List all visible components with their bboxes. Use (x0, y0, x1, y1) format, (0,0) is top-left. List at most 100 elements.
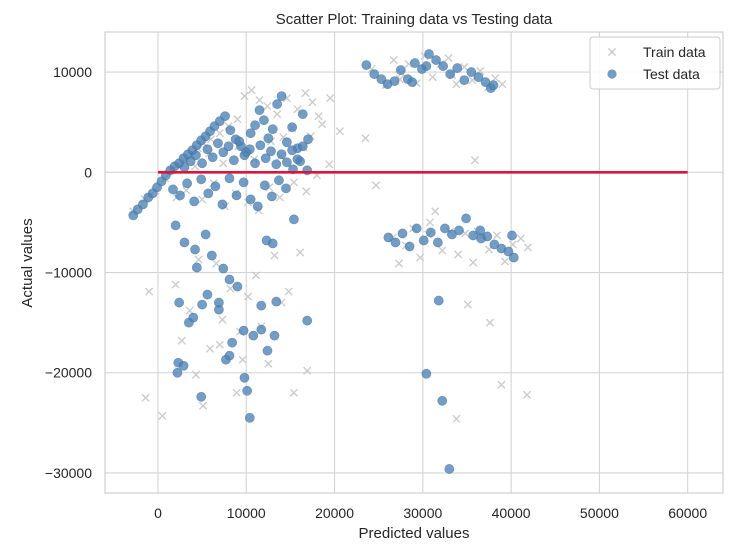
test-point (289, 214, 299, 225)
train-point (508, 240, 517, 249)
test-point (207, 152, 218, 163)
test-point (239, 372, 250, 383)
test-point (409, 58, 420, 68)
train-point (416, 253, 425, 262)
test-point (262, 345, 273, 356)
test-point (213, 138, 223, 149)
train-point (194, 255, 203, 264)
train-point (289, 178, 299, 187)
train-point (500, 257, 510, 266)
train-point (485, 318, 495, 327)
tick-labels: 0 10000 20000 30000 40000 50000 60000 −30000 −20… (45, 64, 707, 521)
train-point (284, 287, 293, 296)
legend-test-marker (607, 69, 617, 79)
train-point (303, 366, 312, 375)
train-point (452, 414, 461, 423)
train-point (470, 156, 480, 165)
test-point (190, 244, 200, 255)
train-point (198, 195, 207, 204)
train-point (522, 390, 532, 399)
test-point (259, 115, 269, 126)
test-point (433, 295, 444, 306)
y-axis-label: Actual values (19, 218, 36, 307)
test-point (267, 238, 278, 249)
train-point (301, 89, 310, 98)
train-point (523, 243, 532, 252)
test-point (244, 144, 255, 155)
test-point (196, 391, 207, 402)
train-point (273, 110, 282, 119)
legend-box (589, 36, 721, 90)
train-point (492, 231, 502, 240)
train-point (215, 129, 224, 138)
test-point (202, 144, 213, 155)
test-point (206, 250, 217, 261)
train-point (371, 181, 381, 190)
train-point (270, 251, 279, 260)
test-point (224, 173, 235, 184)
train-point (302, 187, 311, 196)
test-point (259, 180, 270, 191)
test-point (244, 412, 255, 423)
train-point (247, 86, 256, 95)
test-point (200, 229, 211, 240)
legend: Train data Test data (589, 36, 721, 90)
x-tick-label: 0 (154, 505, 162, 521)
train-point (240, 92, 249, 101)
test-point (168, 184, 178, 195)
test-point (255, 140, 266, 151)
test-point (411, 223, 422, 234)
test-point (266, 191, 277, 202)
test-point (191, 262, 202, 273)
test-point (297, 141, 308, 152)
test-point (250, 120, 260, 131)
test-point (197, 299, 208, 310)
test-point (224, 350, 235, 361)
test-point (421, 61, 432, 71)
test-point (437, 395, 448, 406)
test-point (274, 175, 284, 186)
test-point (404, 241, 415, 252)
test-point (263, 133, 274, 144)
test-point (292, 154, 303, 165)
train-point (219, 159, 228, 168)
train-point (326, 94, 335, 103)
train-point (325, 160, 334, 169)
test-point (227, 337, 238, 348)
test-point (407, 77, 418, 88)
test-point (461, 213, 471, 224)
test-point (271, 296, 282, 307)
test-point (196, 174, 207, 185)
test-point (438, 61, 449, 71)
test-series (128, 49, 519, 474)
x-tick-label: 20000 (315, 505, 354, 521)
test-point (297, 109, 308, 120)
train-point (243, 292, 253, 301)
train-point (264, 359, 273, 368)
test-point (220, 111, 230, 122)
test-point (281, 137, 292, 148)
train-point (141, 393, 150, 402)
train-point (497, 380, 506, 389)
test-point (395, 65, 406, 75)
train-point (289, 388, 299, 397)
test-point (183, 317, 194, 328)
test-point (287, 122, 298, 133)
test-point (234, 136, 245, 147)
x-tick-label: 10000 (227, 505, 266, 521)
train-point (233, 115, 242, 124)
train-point (463, 300, 472, 309)
test-point (248, 330, 259, 341)
test-point (369, 69, 380, 79)
test-point (302, 315, 313, 326)
test-point (217, 199, 228, 210)
train-point (425, 218, 434, 227)
test-point (245, 128, 256, 139)
test-point (213, 297, 224, 308)
x-tick-label: 50000 (580, 505, 619, 521)
train-point (191, 370, 201, 379)
test-point (174, 297, 185, 308)
train-point (171, 280, 180, 289)
